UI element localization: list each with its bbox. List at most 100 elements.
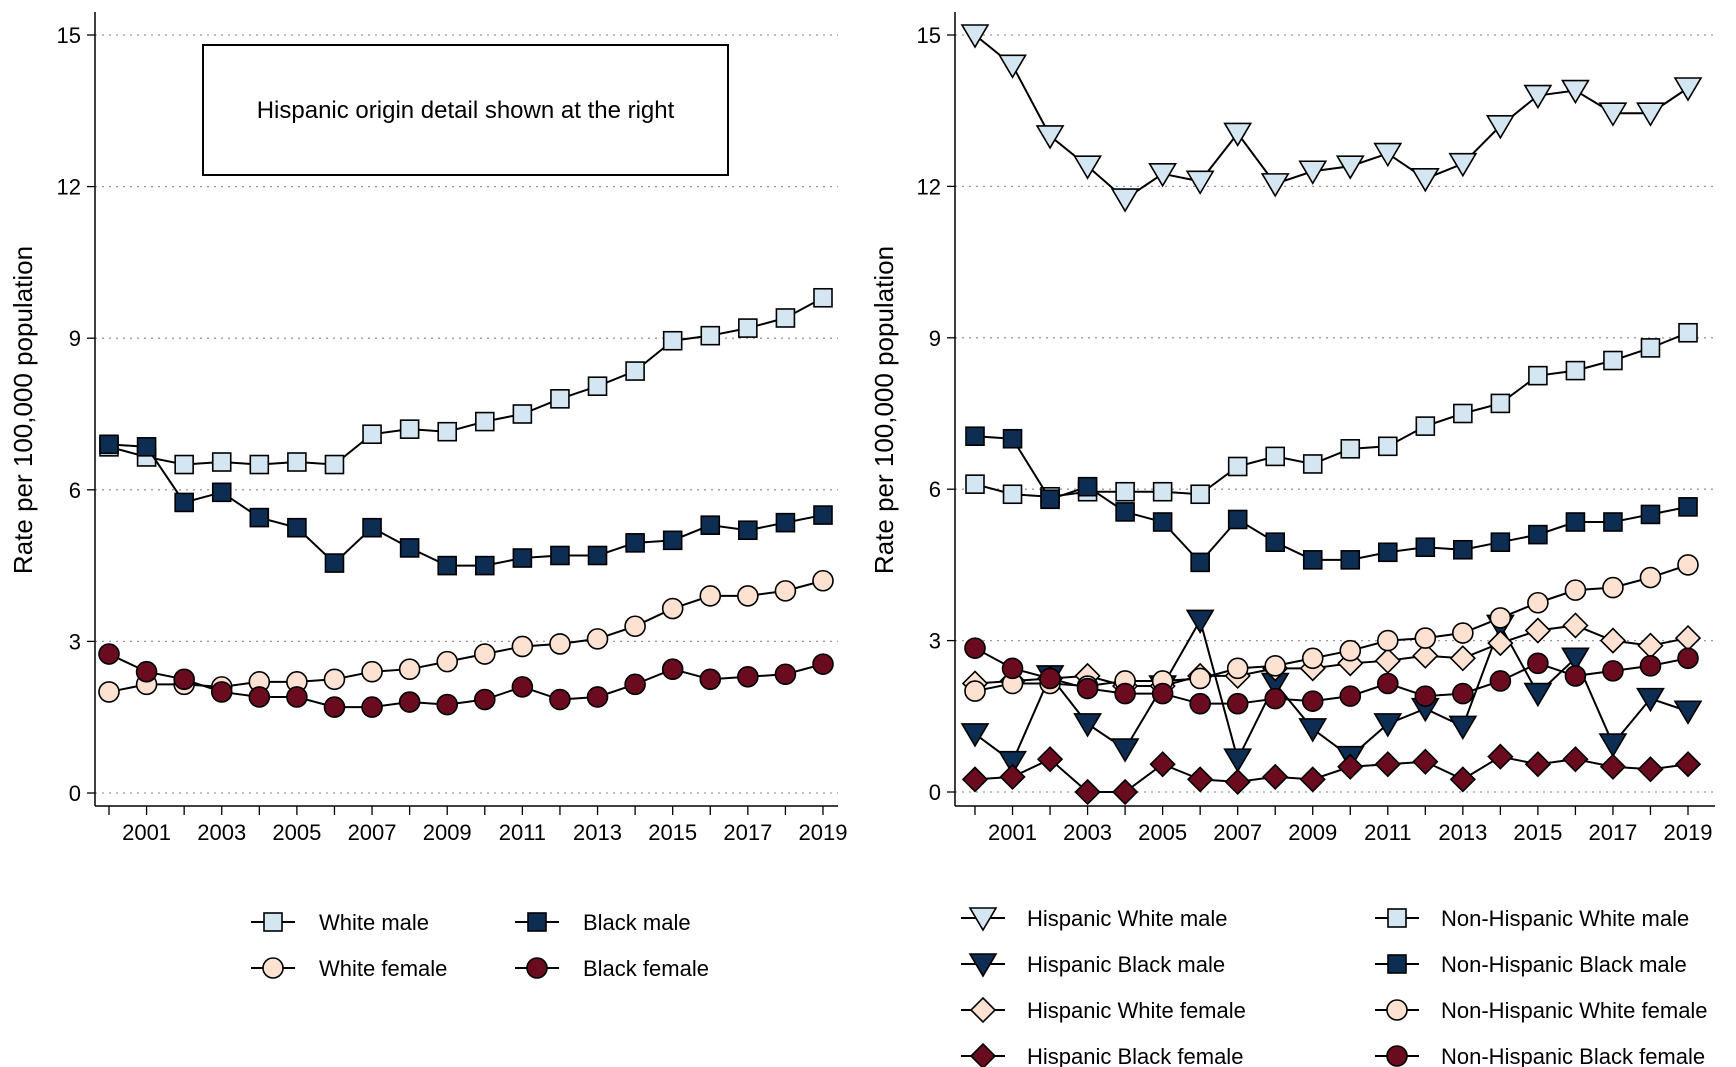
x-tick-label: 2001 bbox=[988, 820, 1037, 845]
series-hispanic-black-female bbox=[961, 743, 1702, 806]
data-point bbox=[624, 615, 646, 638]
data-point bbox=[1673, 77, 1703, 102]
y-tick-label: 6 bbox=[929, 477, 941, 502]
data-point bbox=[1603, 512, 1623, 532]
data-point bbox=[1527, 591, 1549, 614]
data-point bbox=[1598, 102, 1628, 127]
data-point bbox=[1562, 612, 1589, 639]
left-axes bbox=[87, 12, 838, 815]
data-point bbox=[999, 763, 1026, 790]
data-point bbox=[1265, 446, 1286, 467]
data-point bbox=[1302, 550, 1323, 570]
data-point bbox=[965, 426, 985, 447]
data-point bbox=[1299, 766, 1326, 793]
data-point bbox=[135, 660, 158, 683]
data-point bbox=[512, 548, 533, 568]
legend-label: Black female bbox=[583, 956, 709, 981]
legend-item-black-male: Black male bbox=[515, 910, 691, 935]
x-tick-label: 2005 bbox=[272, 820, 321, 845]
left-gridlines bbox=[95, 34, 838, 794]
data-point bbox=[587, 545, 608, 566]
left-y-axis-label: Rate per 100,000 population bbox=[8, 246, 38, 574]
series-black-female bbox=[98, 643, 834, 718]
data-point bbox=[1110, 188, 1140, 213]
y-tick-label: 0 bbox=[69, 781, 81, 806]
data-point bbox=[1224, 768, 1251, 796]
data-point bbox=[1074, 778, 1101, 806]
data-point bbox=[1489, 670, 1512, 692]
y-tick-label: 12 bbox=[57, 175, 81, 200]
data-point bbox=[1598, 733, 1628, 758]
data-point bbox=[1376, 672, 1399, 695]
data-point bbox=[1185, 609, 1215, 634]
data-point bbox=[1374, 751, 1401, 778]
data-point bbox=[1677, 647, 1699, 670]
y-tick-label: 9 bbox=[929, 326, 941, 351]
x-tick-label: 2003 bbox=[197, 820, 246, 845]
data-point bbox=[1448, 152, 1478, 178]
legend-marker bbox=[968, 953, 998, 978]
x-tick-label: 2013 bbox=[573, 820, 622, 845]
data-point bbox=[774, 580, 797, 602]
data-point bbox=[775, 308, 796, 328]
data-point bbox=[474, 411, 495, 432]
data-point bbox=[1189, 667, 1211, 690]
x-tick-label: 2013 bbox=[1438, 820, 1487, 845]
data-point bbox=[174, 454, 194, 475]
legend-label: White female bbox=[319, 956, 447, 981]
data-point bbox=[323, 696, 346, 718]
data-point bbox=[1452, 622, 1474, 644]
y-tick-label: 0 bbox=[929, 780, 941, 805]
data-point bbox=[1152, 481, 1173, 502]
x-tick-label: 2019 bbox=[799, 820, 848, 845]
data-point bbox=[738, 318, 758, 338]
legend-label: Non-Hispanic White female bbox=[1441, 998, 1708, 1023]
data-point bbox=[1073, 155, 1102, 180]
legend-marker bbox=[263, 912, 283, 932]
data-point bbox=[1415, 416, 1436, 436]
series-white-male bbox=[99, 287, 833, 475]
legend-marker bbox=[526, 957, 548, 979]
data-point bbox=[1223, 748, 1253, 773]
data-point bbox=[437, 555, 458, 576]
legend-marker bbox=[1386, 999, 1408, 1021]
data-point bbox=[1115, 502, 1135, 522]
data-point bbox=[1490, 393, 1511, 414]
series-line bbox=[974, 331, 1689, 498]
left-chart-panel: 0 3 6 9 12 15 2001 2003 2005 2007 2009 2011 2013 2015… bbox=[8, 12, 847, 981]
legend-label: Hispanic White male bbox=[1027, 906, 1228, 931]
data-point bbox=[1565, 360, 1586, 381]
data-point bbox=[249, 454, 270, 475]
data-point bbox=[1410, 168, 1440, 193]
data-point bbox=[998, 750, 1027, 776]
data-point bbox=[398, 658, 421, 680]
data-point bbox=[1673, 700, 1703, 725]
data-point bbox=[1376, 629, 1399, 652]
series-non-hispanic-white-male bbox=[965, 322, 1698, 507]
data-point bbox=[1301, 647, 1324, 670]
data-point bbox=[511, 635, 534, 658]
data-point bbox=[1035, 125, 1065, 150]
data-point bbox=[1414, 627, 1437, 649]
data-point bbox=[399, 538, 420, 558]
x-tick-label: 2007 bbox=[348, 820, 397, 845]
data-point bbox=[210, 681, 233, 703]
legend-item-hispanic-black-male: Hispanic Black male bbox=[961, 952, 1225, 978]
data-point bbox=[625, 361, 645, 381]
data-point bbox=[1190, 552, 1210, 573]
data-point bbox=[1678, 497, 1698, 517]
x-tick-label: 2007 bbox=[1213, 820, 1262, 845]
data-point bbox=[1524, 617, 1552, 644]
data-point bbox=[661, 658, 684, 680]
data-point bbox=[1678, 322, 1698, 343]
data-point bbox=[361, 696, 383, 718]
data-point bbox=[324, 454, 345, 475]
data-point bbox=[1001, 657, 1024, 680]
legend-item-hispanic-white-female: Hispanic White female bbox=[961, 996, 1246, 1024]
data-point bbox=[286, 686, 308, 708]
data-point bbox=[174, 492, 194, 513]
data-point bbox=[961, 766, 989, 793]
series-hispanic-white-male bbox=[960, 24, 1703, 213]
data-point bbox=[1114, 682, 1136, 705]
data-point bbox=[1227, 456, 1248, 477]
